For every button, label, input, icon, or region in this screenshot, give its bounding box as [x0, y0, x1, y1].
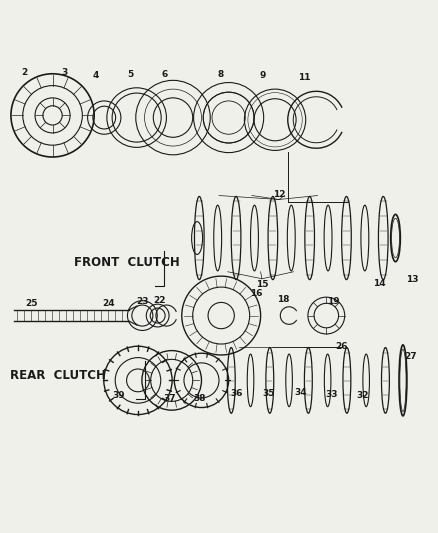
Text: 18: 18 — [277, 295, 289, 304]
Text: 5: 5 — [127, 70, 134, 79]
Text: 12: 12 — [273, 190, 285, 199]
Text: 32: 32 — [357, 391, 369, 400]
Text: 22: 22 — [154, 296, 166, 305]
Text: REAR  CLUTCH: REAR CLUTCH — [10, 369, 106, 382]
Text: 14: 14 — [373, 279, 385, 288]
Text: 15: 15 — [256, 280, 268, 289]
Text: 8: 8 — [217, 70, 223, 79]
Text: 37: 37 — [164, 394, 176, 403]
Text: 26: 26 — [336, 342, 348, 351]
Text: 27: 27 — [405, 352, 417, 361]
Text: 3: 3 — [62, 68, 68, 77]
Text: 6: 6 — [161, 70, 167, 79]
Text: 38: 38 — [194, 394, 206, 403]
Text: 13: 13 — [406, 275, 419, 284]
Text: 39: 39 — [113, 391, 125, 400]
Text: 36: 36 — [230, 389, 243, 398]
Text: 16: 16 — [250, 289, 262, 298]
Text: 4: 4 — [92, 71, 99, 80]
Text: 2: 2 — [21, 68, 27, 77]
Text: 35: 35 — [263, 389, 275, 398]
Text: 33: 33 — [326, 390, 338, 399]
Text: 19: 19 — [328, 297, 340, 306]
Text: 9: 9 — [260, 71, 266, 80]
Text: 25: 25 — [25, 299, 38, 308]
Text: FRONT  CLUTCH: FRONT CLUTCH — [74, 256, 180, 269]
Text: 11: 11 — [298, 73, 311, 82]
Text: 23: 23 — [136, 297, 148, 306]
Text: 34: 34 — [294, 388, 307, 397]
Text: 24: 24 — [102, 299, 115, 308]
